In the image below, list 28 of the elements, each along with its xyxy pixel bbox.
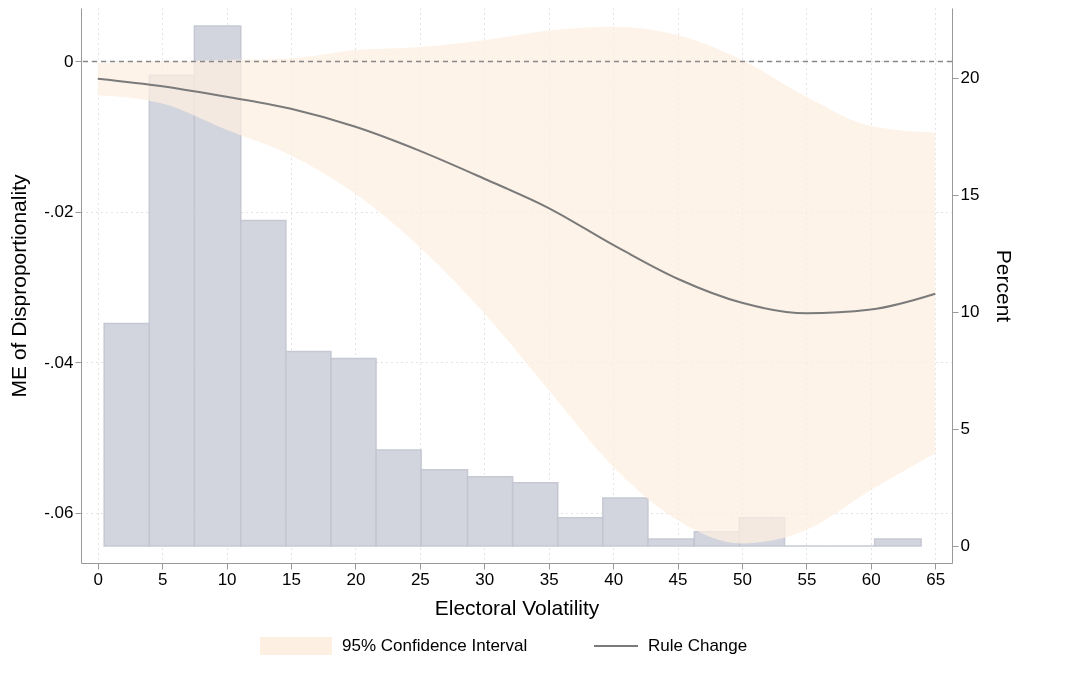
y2-tick-label: 10	[960, 302, 980, 322]
legend-label: Rule Change	[648, 636, 748, 655]
y-tick-label: -.04	[44, 352, 74, 372]
x-tick-label: 30	[475, 569, 495, 589]
x-tick-label: 35	[539, 569, 559, 589]
x-tick-label: 45	[668, 569, 688, 589]
y-tick-label: -.02	[44, 202, 74, 222]
x-tick-label: 65	[926, 569, 946, 589]
y2-tick-label: 0	[960, 536, 970, 556]
y2-axis-title: Percent	[993, 249, 1017, 323]
y-tick-label: 0	[64, 51, 74, 71]
y2-tick-label: 20	[960, 68, 980, 88]
y2-tick-label: 15	[960, 185, 980, 205]
x-tick-label: 60	[861, 569, 881, 589]
x-tick-label: 20	[346, 569, 366, 589]
x-axis-title: Electoral Volatility	[434, 595, 600, 619]
x-tick-label: 55	[797, 569, 817, 589]
x-tick-label: 15	[282, 569, 301, 589]
x-tick-label: 40	[604, 569, 624, 589]
x-tick-label: 25	[410, 569, 430, 589]
x-tick-label: 5	[157, 569, 168, 589]
y-axis-title: ME of Disproportionality	[7, 174, 31, 398]
y2-tick-label: 5	[960, 419, 970, 439]
x-tick-label: 50	[733, 569, 752, 589]
legend-label: 95% Confidence Interval	[342, 636, 528, 655]
y-tick-label: -.06	[44, 503, 74, 523]
x-tick-label: 0	[93, 569, 103, 589]
x-tick-label: 10	[217, 569, 237, 589]
